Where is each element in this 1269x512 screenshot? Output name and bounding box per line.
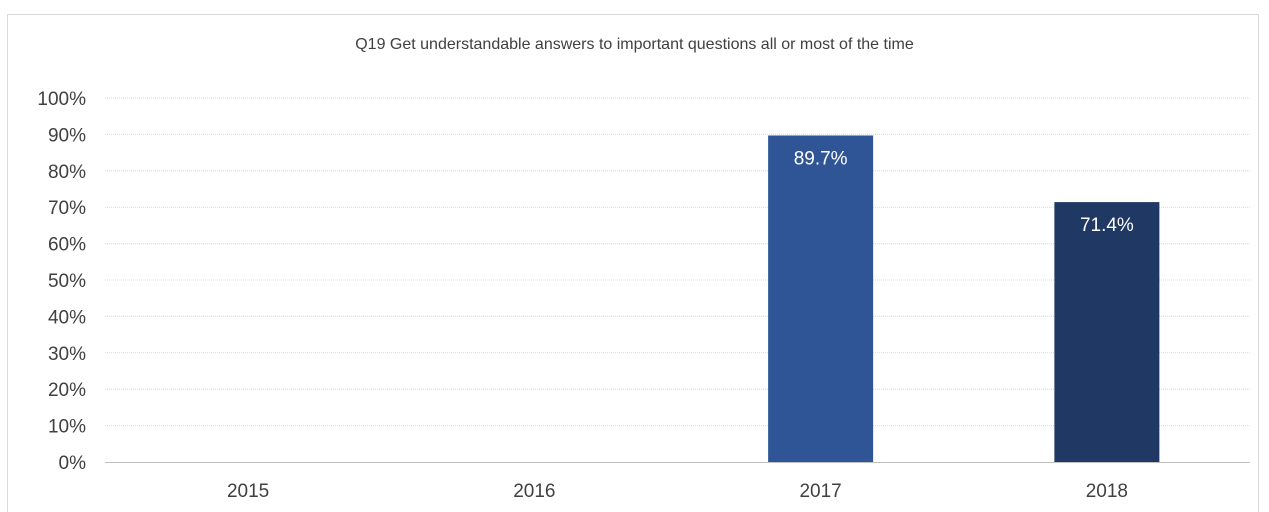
y-tick-label: 0% bbox=[59, 453, 87, 474]
x-tick-label: 2015 bbox=[227, 481, 269, 502]
y-tick-label: 80% bbox=[48, 162, 86, 183]
x-tick-label: 2018 bbox=[1086, 481, 1128, 502]
x-tick-label: 2017 bbox=[799, 481, 841, 502]
data-label-2018: 71.4% bbox=[1080, 215, 1134, 236]
y-tick-label: 10% bbox=[48, 417, 86, 438]
y-tick-label: 30% bbox=[48, 344, 86, 365]
chart-frame bbox=[7, 14, 1259, 512]
y-tick-label: 100% bbox=[37, 89, 86, 110]
chart-title: Q19 Get understandable answers to import… bbox=[355, 36, 914, 53]
y-tick-label: 50% bbox=[48, 271, 86, 292]
y-tick-label: 90% bbox=[48, 125, 86, 146]
bar-2017 bbox=[768, 135, 874, 462]
data-label-2017: 89.7% bbox=[794, 148, 848, 169]
y-tick-label: 20% bbox=[48, 380, 86, 401]
x-tick-label: 2016 bbox=[513, 481, 555, 502]
y-tick-label: 60% bbox=[48, 235, 86, 256]
y-tick-label: 40% bbox=[48, 307, 86, 328]
bar-2018 bbox=[1054, 202, 1160, 462]
y-tick-label: 70% bbox=[48, 198, 86, 219]
